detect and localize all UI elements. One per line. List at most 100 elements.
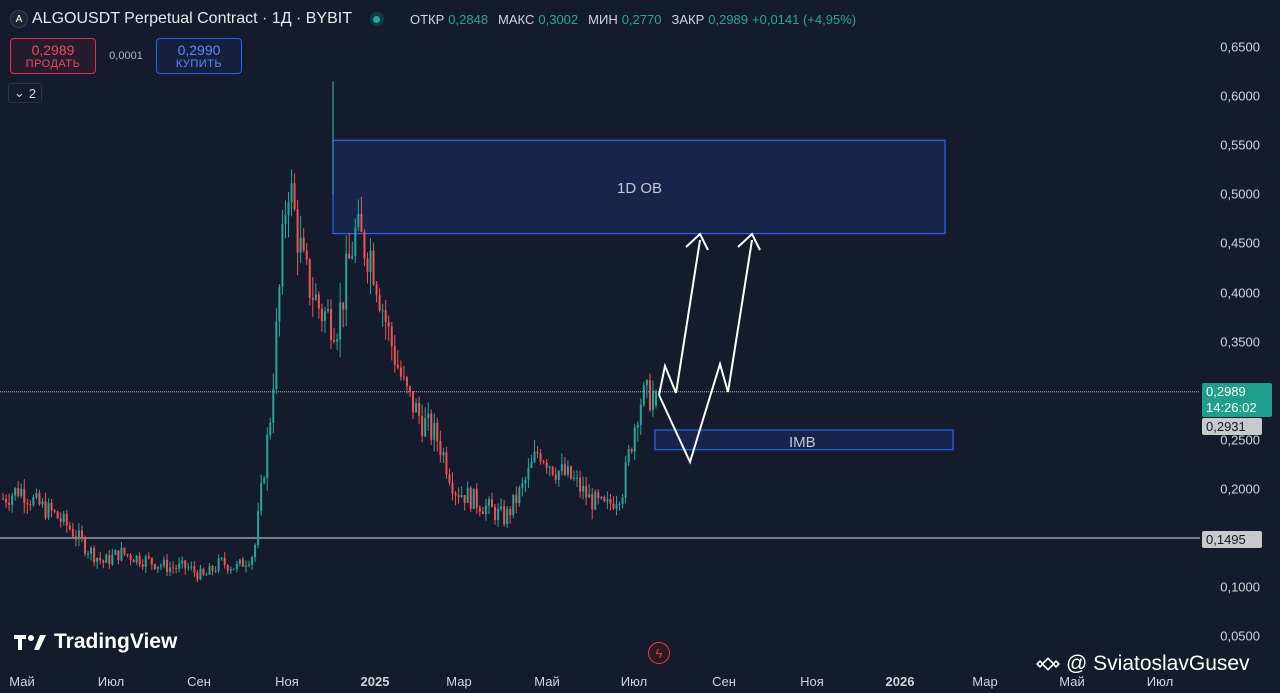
candle-body — [533, 451, 536, 462]
candle-body — [521, 483, 524, 488]
horizontal-line-label: 0,1495 — [1202, 531, 1262, 548]
candle-body — [624, 462, 627, 498]
candle-body — [187, 567, 190, 569]
candle-body — [560, 464, 563, 471]
candle-body — [463, 495, 466, 503]
candle-body — [354, 227, 357, 256]
candle-body — [512, 494, 515, 516]
candle-body — [196, 572, 199, 580]
spread-value: 0,0001 — [109, 50, 143, 62]
buy-price: 0,2990 — [177, 42, 221, 58]
candle-body — [296, 209, 299, 253]
sell-button[interactable]: 0,2989 ПРОДАТЬ — [10, 38, 96, 74]
candle-body — [102, 560, 105, 563]
candle-body — [269, 422, 272, 435]
candle-body — [84, 538, 87, 554]
candle-body — [536, 451, 539, 454]
candle-body — [47, 502, 50, 518]
candle-body — [330, 309, 333, 340]
candle-body — [472, 488, 475, 509]
candle-body — [223, 557, 226, 565]
candle-body — [74, 536, 77, 540]
y-tick-label: 0,6500 — [1220, 39, 1260, 55]
tradingview-logo[interactable]: TradingView — [14, 630, 177, 654]
candle-body — [275, 321, 278, 389]
candle-body — [345, 253, 348, 310]
candle-body — [2, 498, 4, 500]
candle-body — [65, 513, 68, 526]
chevron-down-icon: ⌄ — [13, 85, 25, 100]
candle-body — [205, 574, 208, 576]
symbol-title[interactable]: ALGOUSDT Perpetual Contract · 1Д · BYBIT — [32, 10, 352, 27]
indicators-toggle[interactable]: ⌄ 2 — [8, 83, 42, 103]
lightning-icon[interactable]: ϟ — [648, 642, 670, 664]
x-tick-label: Мар — [446, 674, 472, 689]
candle-body — [466, 487, 469, 503]
x-tick-label: Май — [534, 674, 560, 689]
y-tick-label: 0,0500 — [1220, 628, 1260, 644]
candle-body — [591, 494, 594, 510]
candle-body — [44, 501, 47, 518]
candle-body — [159, 565, 162, 567]
candle-body — [487, 499, 490, 506]
candle-body — [17, 487, 20, 497]
candle-body — [430, 413, 433, 440]
candle-body — [311, 297, 314, 300]
change-value: +0,0141 (+4,95%) — [752, 11, 857, 27]
y-tick-label: 0,2000 — [1220, 481, 1260, 497]
candle-body — [490, 499, 493, 508]
x-tick-label: Май — [9, 674, 35, 689]
buy-button[interactable]: 0,2990 КУПИТЬ — [156, 38, 242, 74]
candle-body — [314, 294, 317, 300]
candle-body — [293, 183, 296, 210]
open-value: 0,2848 — [448, 11, 489, 27]
candle-body — [351, 255, 354, 259]
candle-body — [427, 413, 430, 419]
candle-body — [266, 434, 269, 479]
candle-body — [214, 570, 217, 572]
candle-body — [342, 302, 345, 310]
x-tick-label: 2026 — [885, 674, 915, 689]
sell-label: ПРОДАТЬ — [25, 58, 81, 70]
candle-body — [360, 213, 363, 232]
candle-body — [172, 567, 175, 569]
candle-body — [320, 308, 323, 322]
time-axis[interactable]: Май Июл Сен Ноя 2025 Мар Май Июл Сен Ноя 2026 Мар Ма… — [0, 670, 1280, 693]
candle-body — [603, 496, 606, 502]
x-tick-label: Июл — [1146, 674, 1174, 689]
bar-countdown: 14:26:02 — [1206, 400, 1257, 415]
candle-body — [123, 547, 126, 555]
candle-body — [500, 506, 503, 509]
candle-body — [484, 505, 487, 515]
candle-body — [175, 568, 178, 570]
candle-body — [348, 253, 351, 259]
candle-body — [448, 474, 451, 483]
candle-body — [475, 488, 478, 508]
tradingview-wordmark: TradingView — [54, 630, 178, 653]
candle-body — [5, 498, 8, 503]
buy-label: КУПИТЬ — [175, 58, 223, 70]
projection-path — [658, 362, 677, 396]
candle-body — [481, 511, 484, 515]
candle-body — [77, 530, 80, 540]
order-block-label: 1D OB — [617, 180, 663, 197]
candle-body — [451, 482, 454, 494]
candle-body — [50, 502, 53, 511]
arrow-up-head — [737, 232, 761, 251]
low-value: 0,2770 — [621, 11, 662, 27]
price-axis[interactable]: 0,6500 0,6000 0,5500 0,5000 0,4500 0,4000 0,35… — [1200, 0, 1280, 670]
candle-body — [454, 493, 457, 496]
candle-body — [126, 554, 129, 556]
candle-body — [62, 513, 65, 522]
candle-body — [132, 559, 135, 563]
candle-body — [29, 504, 32, 506]
candle-body — [433, 422, 436, 440]
candle-body — [284, 214, 287, 224]
candle-body — [597, 491, 600, 498]
candle-body — [524, 479, 527, 484]
candle-body — [211, 566, 214, 572]
x-tick-label: Июл — [97, 674, 125, 689]
candle-body — [384, 310, 387, 323]
trade-panel: 0,2989 ПРОДАТЬ 0,0001 0,2990 КУПИТЬ — [10, 38, 242, 74]
